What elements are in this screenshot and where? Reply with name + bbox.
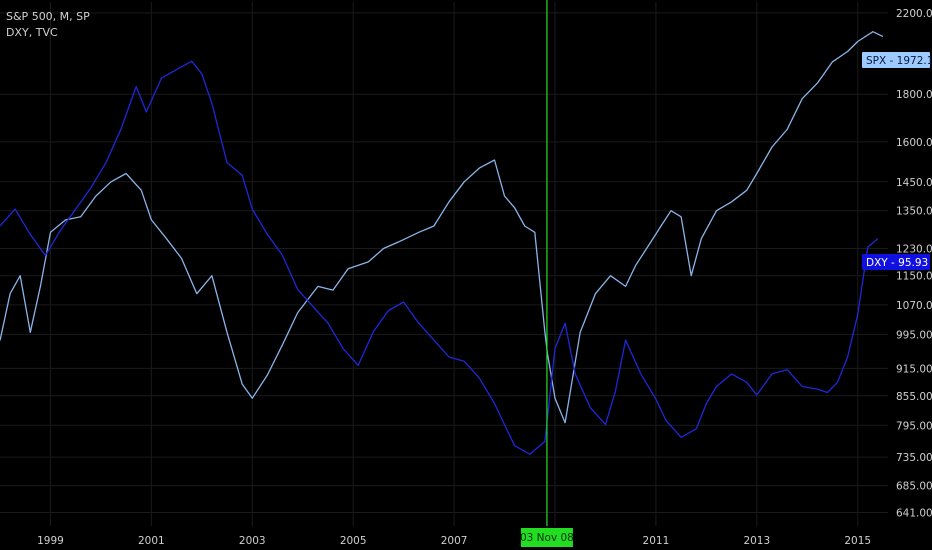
x-tick-label: 2007	[441, 535, 468, 547]
legend-primary-text: S&P 500, M, SP	[6, 10, 90, 23]
x-tick-label: 2005	[340, 535, 367, 547]
x-axis[interactable]: 199920012003200520072009201120132015	[37, 535, 871, 547]
y-tick-label: 795.00	[896, 420, 932, 432]
y-tick-label: 1070.00	[896, 300, 932, 312]
grid-lines	[0, 2, 888, 526]
price-tag-dxy	[862, 254, 930, 270]
y-tick-label: 685.00	[896, 481, 932, 493]
price-tags: SPX - 1972.18 DXY - 95.93	[862, 52, 932, 270]
crosshair-date-bg	[520, 528, 573, 547]
y-tick-label: 1150.00	[896, 271, 932, 283]
legend-primary[interactable]: S&P 500, M, SP	[6, 10, 90, 23]
y-tick-label: 641.00	[896, 508, 932, 520]
y-axis[interactable]: 2200.00 1800.00 1600.00 1450.00 1350.00 1230.…	[896, 8, 932, 520]
price-tag-text: DXY - 95.93	[866, 257, 928, 269]
series-layer	[0, 31, 884, 455]
y-tick-label: 1800.00	[896, 89, 932, 101]
y-tick-label: 1450.00	[896, 177, 932, 189]
series-line-dxy	[0, 60, 879, 455]
y-tick-label: 855.00	[896, 391, 932, 403]
x-tick-label: 2003	[239, 535, 266, 547]
x-tick-label: 2013	[743, 535, 770, 547]
crosshair-date-label: 03 Nov 08	[520, 528, 574, 547]
crosshair-date-text: 03 Nov 08	[520, 532, 574, 544]
x-tick-label: 2011	[643, 535, 670, 547]
y-tick-label: 1350.00	[896, 206, 932, 218]
y-tick-label: 2200.00	[896, 8, 932, 20]
price-tag-text: SPX - 1972.18	[866, 55, 932, 67]
y-tick-label: 1230.00	[896, 243, 932, 255]
y-tick-label: 915.00	[896, 363, 932, 375]
series-line-spx	[0, 31, 884, 424]
y-tick-label: 1600.00	[896, 137, 932, 149]
x-tick-label: 1999	[37, 535, 64, 547]
y-tick-label: 735.00	[896, 452, 932, 464]
legend-secondary-text: DXY, TVC	[6, 26, 58, 39]
x-tick-label: 2001	[138, 535, 165, 547]
price-tag-spx	[862, 52, 930, 68]
y-tick-label: 995.00	[896, 329, 932, 341]
legend-secondary[interactable]: DXY, TVC	[6, 26, 58, 39]
x-tick-label: 2015	[844, 535, 871, 547]
